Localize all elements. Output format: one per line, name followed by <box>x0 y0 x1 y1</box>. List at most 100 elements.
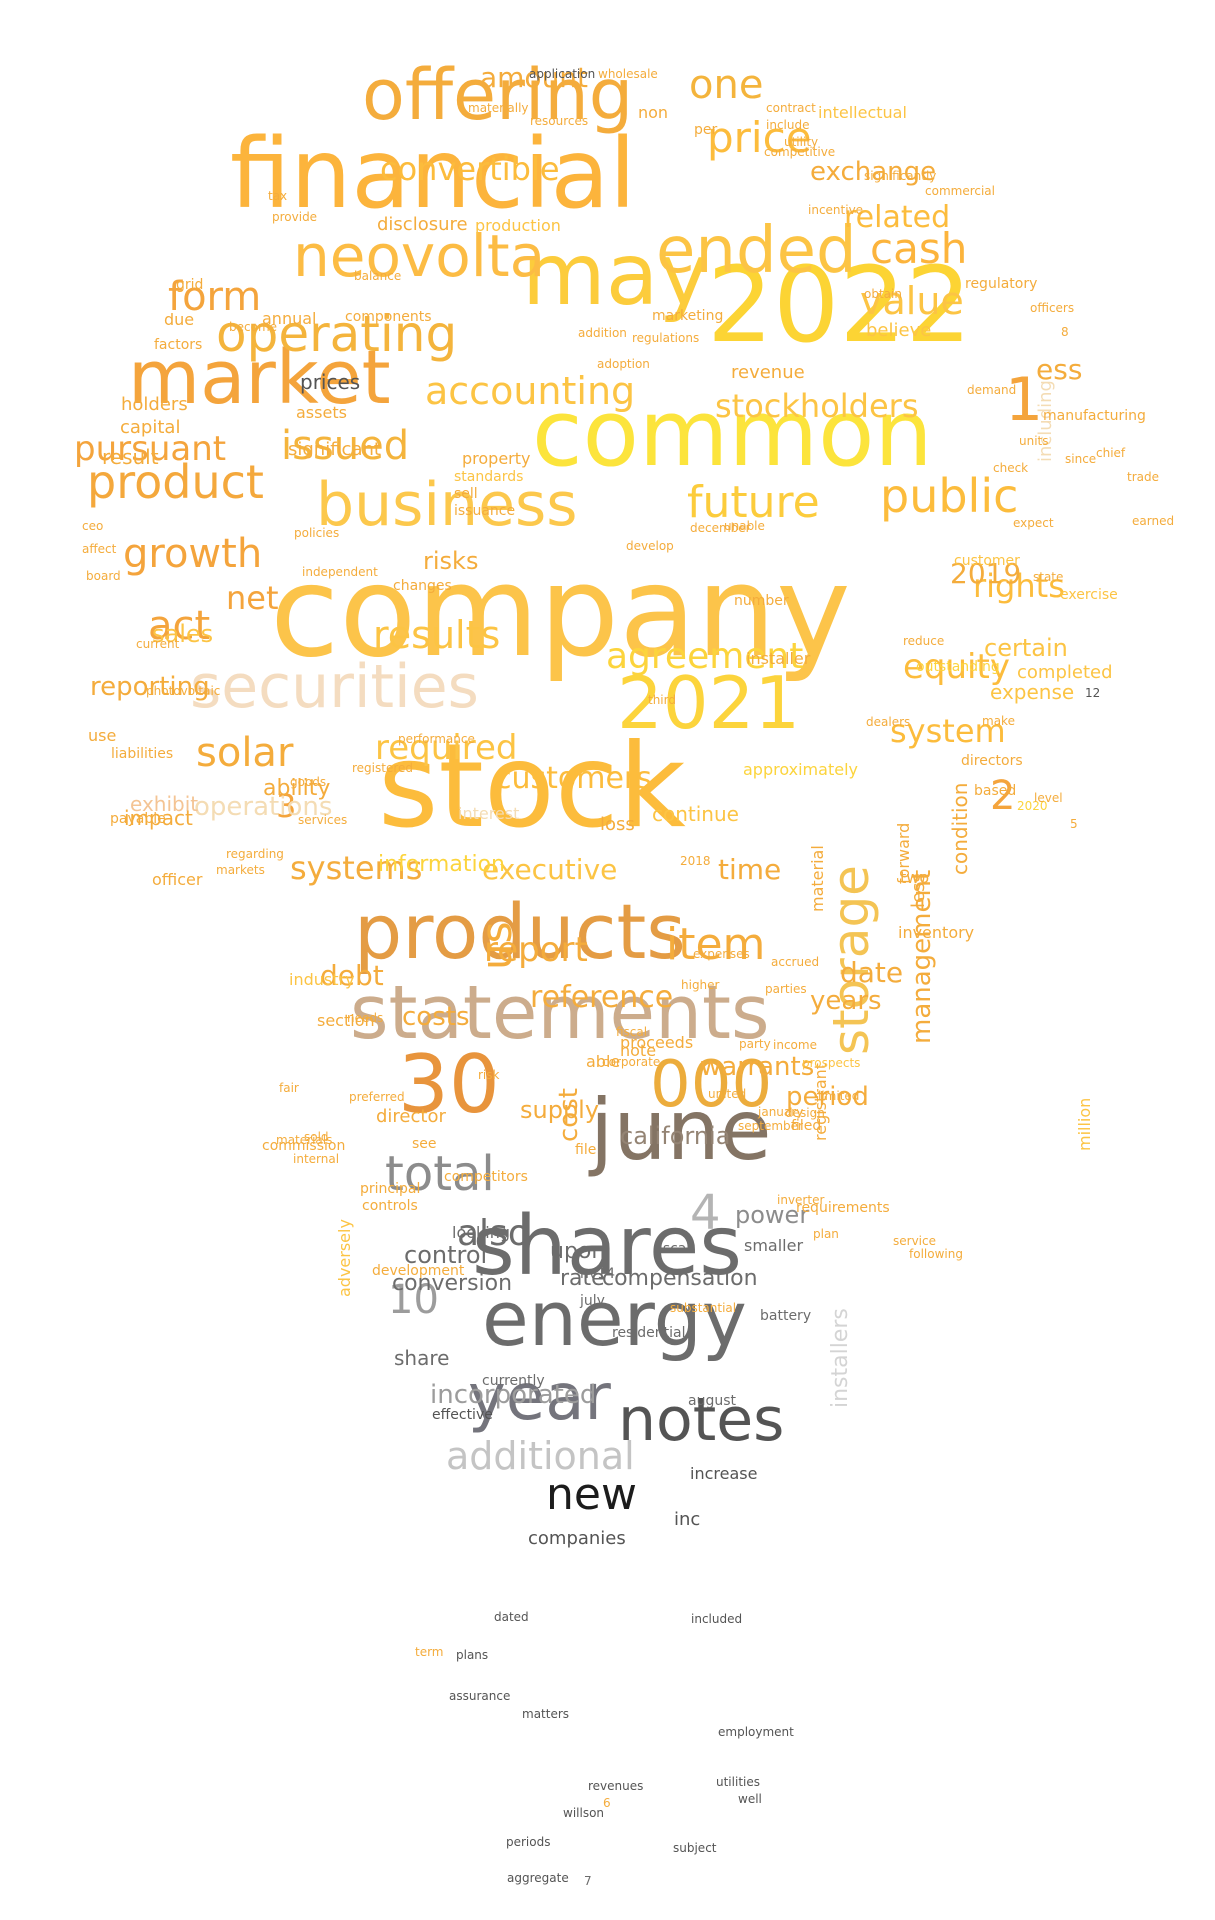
word-report: report <box>484 930 588 970</box>
word-system: system <box>890 712 1006 750</box>
word-file: file <box>575 1142 597 1158</box>
word-september: september <box>738 1119 803 1133</box>
word-commercial: commercial <box>925 184 995 198</box>
word-factors: factors <box>154 337 203 353</box>
word-controls: controls <box>362 1198 418 1214</box>
word-competitive: competitive <box>764 145 836 159</box>
word-material: material <box>808 845 827 912</box>
word-power: power <box>735 1201 810 1229</box>
word-control: control <box>404 1241 488 1269</box>
word-resources: resources <box>530 114 589 128</box>
word-since: since <box>1065 452 1097 466</box>
word-disclosure: disclosure <box>377 214 468 235</box>
word-fiscal: fiscal <box>654 1241 691 1257</box>
word-matters: matters <box>522 1707 570 1721</box>
word-reduce: reduce <box>903 634 945 648</box>
word-two: two <box>900 868 930 887</box>
word-level: level <box>1034 791 1063 805</box>
word-sales: sales <box>152 620 214 648</box>
word-significant: significant <box>288 439 381 460</box>
word-battery: battery <box>760 1308 812 1324</box>
word-revenue: revenue <box>731 362 805 383</box>
word-addition: addition <box>578 326 627 340</box>
word-smaller: smaller <box>744 1236 804 1255</box>
word-expect: expect <box>1013 516 1054 530</box>
word-installers: installers <box>828 1308 853 1408</box>
word-upon: upon <box>550 1239 606 1264</box>
word-standards: standards <box>454 469 524 485</box>
word-regulatory: regulatory <box>965 276 1038 292</box>
word-date: date <box>840 956 904 989</box>
word-production: production <box>475 216 561 235</box>
word-nv14: nv14 <box>580 1266 615 1282</box>
word-us: us <box>472 921 521 970</box>
word-based: based <box>974 783 1017 799</box>
word-check: check <box>993 461 1029 475</box>
word-may: may <box>522 225 710 325</box>
word-director: director <box>376 1106 446 1127</box>
word-years: years <box>810 986 882 1016</box>
word-2018: 2018 <box>680 854 711 868</box>
word-expenses: expenses <box>693 947 750 961</box>
word-commission: commission <box>262 1138 346 1154</box>
word-market: market <box>128 335 391 421</box>
word-products: products <box>354 887 686 976</box>
word-operations: operations <box>194 792 333 822</box>
word-accrued: accrued <box>771 955 820 969</box>
word-item: item <box>666 919 766 970</box>
word-materially: materially <box>468 101 529 115</box>
word-inverter: inverter <box>777 1193 825 1207</box>
word-forward: forward <box>894 822 913 884</box>
word-design: design <box>785 1106 825 1120</box>
word-approximately: approximately <box>743 760 858 779</box>
word-year: year <box>468 1361 611 1435</box>
word-components: components <box>345 309 432 325</box>
word-4: 4 <box>690 1185 721 1241</box>
word-risks: risks <box>423 547 479 575</box>
word-regarding: regarding <box>226 847 284 861</box>
word-agreement: agreement <box>606 636 804 677</box>
word-product: product <box>87 455 264 509</box>
word-affect: affect <box>82 542 117 556</box>
word-neovolta: neovolta <box>293 222 546 290</box>
word-grid: grid <box>176 277 204 293</box>
word-third: third <box>648 693 676 707</box>
word-000: 000 <box>650 1048 773 1122</box>
word-10: 10 <box>388 1277 439 1323</box>
word-dealers: dealers <box>866 715 911 729</box>
word-looking: looking <box>452 1223 511 1242</box>
word-trade: trade <box>1127 470 1159 484</box>
word-cost: cost <box>554 1088 584 1142</box>
word-tax: tax <box>268 189 288 203</box>
word-2021: 2021 <box>617 661 801 745</box>
word-materials: materials <box>276 1133 333 1147</box>
word-5: 5 <box>1070 817 1078 831</box>
word-requirements: requirements <box>796 1200 890 1216</box>
word-share: share <box>394 1346 450 1370</box>
word-costs: costs <box>402 1002 470 1032</box>
word-note: note <box>620 1041 657 1060</box>
word-ceo: ceo <box>82 519 104 533</box>
word-prospects: prospects <box>802 1056 861 1070</box>
word-accounting: accounting <box>425 369 636 413</box>
word-financial: financial <box>230 118 636 230</box>
word-stockholders: stockholders <box>715 387 919 425</box>
word-united: united <box>708 1087 747 1101</box>
word-balance: balance <box>354 269 402 283</box>
word-operating: operating <box>216 305 458 363</box>
word-inc: inc <box>674 1509 701 1530</box>
word-increase: increase <box>690 1464 758 1483</box>
word-form: form <box>168 274 262 320</box>
word-inventory: inventory <box>898 923 975 942</box>
word-goods: goods <box>290 775 327 789</box>
word-systems: systems <box>290 849 423 887</box>
word-impact: impact <box>124 806 193 830</box>
word-reference: reference <box>530 980 674 1015</box>
word-sold: sold <box>304 1130 329 1144</box>
word-california: california <box>620 1122 731 1150</box>
word-internal: internal <box>293 1152 340 1166</box>
word-include: include <box>766 118 810 132</box>
word-become: become <box>229 320 278 334</box>
word-filed: filed <box>791 1118 822 1134</box>
word-incentive: incentive <box>808 203 864 217</box>
